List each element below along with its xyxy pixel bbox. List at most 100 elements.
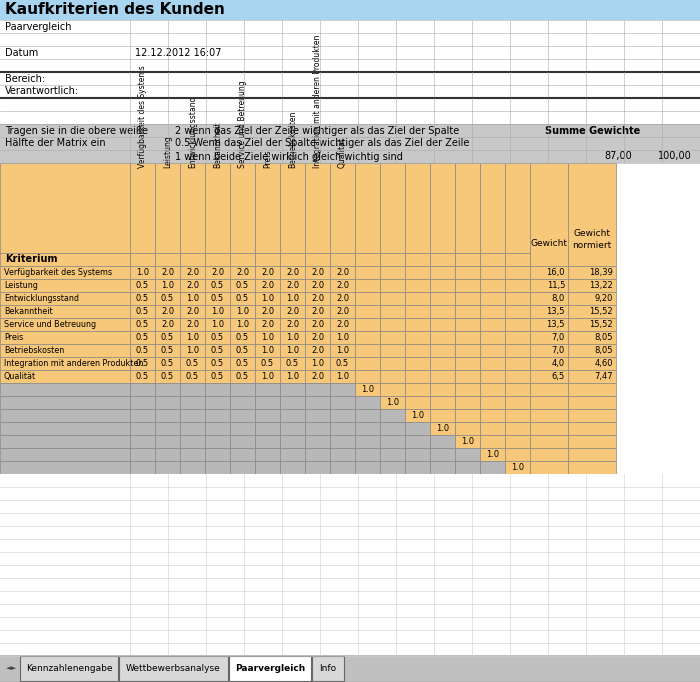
Text: 1.0: 1.0 [186, 333, 199, 342]
Bar [480, 253, 505, 266]
Bar [530, 422, 568, 435]
Bar [455, 279, 480, 292]
Bar [0, 20, 700, 33]
Text: 0.5: 0.5 [161, 294, 174, 303]
Text: 2.0: 2.0 [261, 307, 274, 316]
Text: 1.0: 1.0 [136, 268, 149, 277]
Bar [380, 448, 405, 461]
Bar [305, 370, 330, 383]
Bar [530, 409, 568, 422]
Text: 4,60: 4,60 [594, 359, 613, 368]
Bar [530, 163, 568, 266]
Bar [568, 383, 616, 396]
Bar [0, 72, 700, 85]
Bar [330, 318, 355, 331]
Bar [229, 656, 311, 681]
Text: 1.0: 1.0 [236, 320, 249, 329]
Bar [530, 370, 568, 383]
Bar [355, 435, 380, 448]
Bar [230, 396, 255, 409]
Bar [0, 474, 700, 487]
Text: 2.0: 2.0 [311, 372, 324, 381]
Bar [355, 318, 380, 331]
Text: 1.0: 1.0 [361, 385, 374, 394]
Bar [0, 370, 130, 383]
Text: 7,0: 7,0 [552, 346, 565, 355]
Bar [280, 435, 305, 448]
Bar [530, 448, 568, 461]
Text: 2.0: 2.0 [186, 320, 199, 329]
Text: Leistung: Leistung [163, 135, 172, 168]
Bar [430, 396, 455, 409]
Bar [180, 253, 205, 266]
Bar [305, 357, 330, 370]
Bar [355, 448, 380, 461]
Bar [305, 422, 330, 435]
Bar [255, 163, 280, 253]
Bar [455, 292, 480, 305]
Bar [430, 279, 455, 292]
Bar [455, 461, 480, 474]
Bar [380, 435, 405, 448]
Text: 1.0: 1.0 [286, 333, 299, 342]
Text: 2.0: 2.0 [311, 333, 324, 342]
Bar [568, 344, 616, 357]
Text: Verantwortlich:: Verantwortlich: [5, 87, 79, 96]
Bar [205, 163, 230, 253]
Text: 1.0: 1.0 [286, 294, 299, 303]
Bar [380, 318, 405, 331]
Bar [380, 409, 405, 422]
Text: 0.5: 0.5 [186, 372, 199, 381]
Bar [0, 630, 700, 643]
Bar [255, 370, 280, 383]
Text: 2 wenn das Ziel der Zeile wichtiger als das Ziel der Spalte: 2 wenn das Ziel der Zeile wichtiger als … [175, 125, 459, 136]
Text: Leistung: Leistung [4, 281, 38, 290]
Bar [405, 344, 430, 357]
Text: 0.5: 0.5 [136, 281, 149, 290]
Bar [255, 305, 280, 318]
Bar [205, 292, 230, 305]
Bar [530, 435, 568, 448]
Text: Gewicht: Gewicht [531, 239, 568, 248]
Bar [0, 526, 700, 539]
Bar [255, 461, 280, 474]
Bar [430, 344, 455, 357]
Text: 0.5: 0.5 [261, 359, 274, 368]
Bar [230, 422, 255, 435]
Bar [480, 448, 505, 461]
Bar [505, 383, 530, 396]
Text: 2.0: 2.0 [311, 320, 324, 329]
Text: 0.5: 0.5 [236, 359, 249, 368]
Bar [405, 422, 430, 435]
Bar [355, 163, 380, 253]
Text: 0.5: 0.5 [136, 320, 149, 329]
Text: 15,52: 15,52 [589, 307, 613, 316]
Text: 15,52: 15,52 [589, 320, 613, 329]
Bar [0, 163, 130, 253]
Bar [205, 383, 230, 396]
Bar [480, 435, 505, 448]
Bar [155, 357, 180, 370]
Bar [455, 344, 480, 357]
Bar [0, 98, 700, 111]
Text: 0.5: 0.5 [161, 359, 174, 368]
Bar [505, 344, 530, 357]
Bar [0, 655, 700, 682]
Text: 2.0: 2.0 [336, 320, 349, 329]
Bar [480, 344, 505, 357]
Bar [155, 331, 180, 344]
Bar [430, 357, 455, 370]
Bar [530, 357, 568, 370]
Bar [130, 292, 155, 305]
Bar [255, 344, 280, 357]
Bar [130, 383, 155, 396]
Text: 0.5: 0.5 [211, 333, 224, 342]
Bar [405, 292, 430, 305]
Bar [355, 305, 380, 318]
Bar [155, 253, 180, 266]
Bar [568, 396, 616, 409]
Bar [330, 409, 355, 422]
Bar [405, 448, 430, 461]
Text: 1.0: 1.0 [511, 463, 524, 472]
Bar [280, 163, 305, 253]
